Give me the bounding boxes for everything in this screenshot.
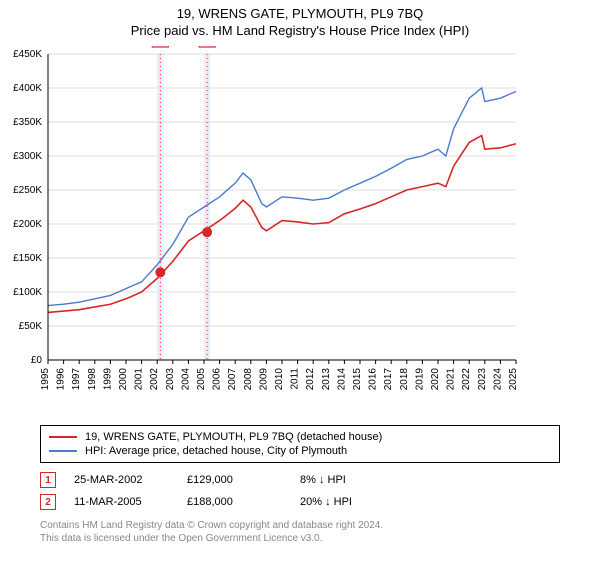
svg-text:1998: 1998 — [87, 368, 98, 391]
page-title: 19, WRENS GATE, PLYMOUTH, PL9 7BQ — [0, 6, 600, 21]
svg-text:2017: 2017 — [383, 368, 394, 391]
svg-text:2014: 2014 — [336, 368, 347, 391]
svg-text:2010: 2010 — [274, 368, 285, 391]
legend: 19, WRENS GATE, PLYMOUTH, PL9 7BQ (detac… — [40, 425, 560, 463]
legend-label: 19, WRENS GATE, PLYMOUTH, PL9 7BQ (detac… — [85, 431, 382, 443]
legend-swatch — [49, 436, 77, 438]
svg-text:2023: 2023 — [477, 368, 488, 391]
svg-text:1995: 1995 — [40, 368, 51, 391]
svg-text:2024: 2024 — [492, 368, 503, 391]
svg-text:2019: 2019 — [414, 368, 425, 391]
svg-text:£450K: £450K — [13, 49, 42, 60]
transaction-row: 2 11-MAR-2005 £188,000 20% ↓ HPI — [40, 491, 560, 513]
row-delta: 20% ↓ HPI — [300, 496, 395, 508]
legend-label: HPI: Average price, detached house, City… — [85, 445, 347, 457]
svg-text:£350K: £350K — [13, 117, 42, 128]
row-price: £188,000 — [187, 496, 282, 508]
svg-text:£50K: £50K — [19, 321, 43, 332]
svg-text:2020: 2020 — [430, 368, 441, 391]
row-date: 11-MAR-2005 — [74, 496, 169, 508]
svg-text:£100K: £100K — [13, 287, 42, 298]
footer: Contains HM Land Registry data © Crown c… — [40, 519, 560, 545]
svg-text:2016: 2016 — [368, 368, 379, 391]
svg-text:2002: 2002 — [149, 368, 160, 391]
svg-text:2011: 2011 — [290, 368, 301, 390]
svg-text:£250K: £250K — [13, 185, 42, 196]
svg-text:2021: 2021 — [446, 368, 457, 391]
row-number-box: 2 — [40, 494, 56, 510]
footer-line-2: This data is licensed under the Open Gov… — [40, 532, 560, 545]
svg-text:1996: 1996 — [56, 368, 67, 391]
transaction-rows: 1 25-MAR-2002 £129,000 8% ↓ HPI 2 11-MAR-2005… — [40, 469, 560, 513]
svg-text:2025: 2025 — [508, 368, 519, 391]
chart: £0 £50K £100K £150K £200K £250K £300K £350K £400… — [0, 46, 600, 421]
legend-item: HPI: Average price, detached house, City… — [49, 444, 551, 458]
footer-line-1: Contains HM Land Registry data © Crown c… — [40, 519, 560, 532]
row-number-box: 1 — [40, 472, 56, 488]
svg-text:2006: 2006 — [212, 368, 223, 391]
svg-text:2004: 2004 — [180, 368, 191, 391]
svg-text:£300K: £300K — [13, 151, 42, 162]
svg-text:2008: 2008 — [243, 368, 254, 391]
svg-text:2001: 2001 — [134, 368, 145, 391]
svg-text:2015: 2015 — [352, 368, 363, 391]
svg-text:£400K: £400K — [13, 83, 42, 94]
svg-text:2018: 2018 — [399, 368, 410, 391]
svg-text:2003: 2003 — [165, 368, 176, 391]
row-delta: 8% ↓ HPI — [300, 474, 395, 486]
legend-item: 19, WRENS GATE, PLYMOUTH, PL9 7BQ (detac… — [49, 430, 551, 444]
svg-text:2007: 2007 — [227, 368, 238, 391]
row-price: £129,000 — [187, 474, 282, 486]
svg-text:2005: 2005 — [196, 368, 207, 391]
legend-swatch — [49, 450, 77, 452]
row-date: 25-MAR-2002 — [74, 474, 169, 486]
svg-text:2012: 2012 — [305, 368, 316, 391]
svg-text:£0: £0 — [31, 355, 43, 366]
svg-text:2013: 2013 — [321, 368, 332, 391]
svg-text:1997: 1997 — [71, 368, 82, 391]
root: 19, WRENS GATE, PLYMOUTH, PL9 7BQ Price … — [0, 6, 600, 566]
page-subtitle: Price paid vs. HM Land Registry's House … — [0, 23, 600, 38]
svg-text:2000: 2000 — [118, 368, 129, 391]
svg-text:2022: 2022 — [461, 368, 472, 391]
svg-text:1999: 1999 — [102, 368, 113, 391]
svg-text:2009: 2009 — [258, 368, 269, 391]
chart-svg: £0 £50K £100K £150K £200K £250K £300K £350K £400… — [0, 46, 588, 416]
svg-text:£150K: £150K — [13, 253, 42, 264]
svg-text:£200K: £200K — [13, 219, 42, 230]
transaction-row: 1 25-MAR-2002 £129,000 8% ↓ HPI — [40, 469, 560, 491]
